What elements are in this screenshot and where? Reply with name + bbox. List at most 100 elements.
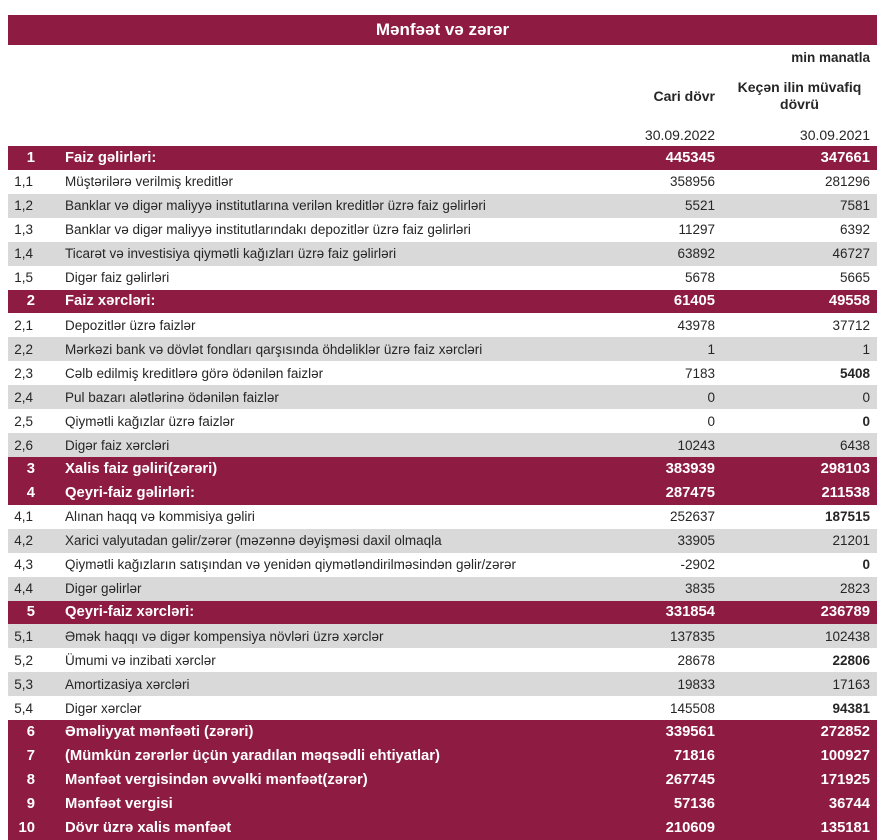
- row-number: 1,1: [14, 174, 33, 190]
- table-row: 1,4 Ticarət və investisiya qiymətli kağı…: [8, 241, 877, 266]
- value-previous: 236789: [820, 604, 870, 621]
- report-header: min manatla Cari dövr Keçən ilin müvafiq…: [8, 45, 877, 146]
- row-label: Faiz xərcləri:: [65, 293, 156, 310]
- value-current: 1: [707, 341, 715, 357]
- row-number: 6: [26, 724, 35, 741]
- table-row: 1 Faiz gəlirləri: 445345 347661: [8, 146, 877, 170]
- table-row: 4,3 Qiymətli kağızların satışından və ye…: [8, 552, 877, 577]
- row-number: 8: [26, 771, 35, 788]
- row-label: Ticarət və investisiya qiymətli kağızlar…: [65, 246, 397, 262]
- table-row: 6 Əməliyyat mənfəəti (zərəri) 339561 272…: [8, 720, 877, 745]
- table-row: 2 Faiz xərcləri: 61405 49558: [8, 289, 877, 314]
- value-current: 19833: [677, 676, 715, 692]
- value-current: 287475: [665, 484, 715, 501]
- row-number: 4,2: [14, 533, 33, 549]
- value-previous: 272852: [820, 724, 870, 741]
- value-current: 331854: [665, 604, 715, 621]
- row-number: 1: [26, 149, 35, 166]
- value-previous: 94381: [832, 700, 870, 716]
- value-previous: 6438: [839, 437, 870, 453]
- row-label: Qeyri-faiz xərcləri:: [65, 604, 195, 621]
- value-previous: 347661: [820, 149, 870, 166]
- value-current: 0: [707, 389, 715, 405]
- row-number: 5: [26, 604, 35, 621]
- row-label: Alınan haqq və kommisiya gəliri: [65, 509, 255, 525]
- table-row: 4 Qeyri-faiz gəlirləri: 287475 211538: [8, 480, 877, 505]
- table-row: 2,6 Digər faiz xərcləri 10243 6438: [8, 433, 877, 457]
- value-current: -2902: [680, 557, 715, 573]
- value-previous: 5408: [839, 365, 870, 381]
- table-row: 4,1 Alınan haqq və kommisiya gəliri 2526…: [8, 504, 877, 529]
- row-label: Pul bazarı alətlərinə ödənilən faizlər: [65, 389, 279, 405]
- column-header-current: Cari dövr: [653, 88, 715, 104]
- row-label: Mənfəət vergisindən əvvəlki mənfəət(zərə…: [65, 771, 368, 788]
- date-current: 30.09.2022: [644, 126, 715, 143]
- value-previous: 7581: [839, 198, 870, 214]
- value-current: 358956: [669, 174, 715, 190]
- table-row: 2,5 Qiymətli kağızlar üzrə faizlər 0 0: [8, 409, 877, 434]
- table-row: 1,5 Digər faiz gəlirləri 5678 5665: [8, 265, 877, 290]
- value-previous: 171925: [820, 771, 870, 788]
- table-row: 10 Dövr üzrə xalis mənfəət 210609 135181: [8, 815, 877, 840]
- value-current: 210609: [665, 819, 715, 836]
- row-number: 9: [26, 795, 35, 812]
- value-previous: 49558: [828, 293, 870, 310]
- row-number: 7: [26, 748, 35, 764]
- row-number: 1,3: [14, 222, 33, 238]
- value-current: 10243: [677, 437, 715, 453]
- value-current: 445345: [665, 149, 715, 166]
- row-number: 1,4: [14, 246, 33, 262]
- value-previous: 37712: [832, 317, 870, 333]
- row-number: 2,6: [14, 437, 33, 453]
- column-dates: 30.09.2022 30.09.2021: [8, 123, 877, 146]
- row-number: 2: [26, 293, 35, 310]
- table-row: 2,1 Depozitlər üzrə faizlər 43978 37712: [8, 313, 877, 338]
- table-row: 7 (Mümkün zərərlər üçün yaradılan məqsəd…: [8, 744, 877, 768]
- profit-loss-table: 1 Faiz gəlirləri: 445345 347661 1,1 Müşt…: [8, 146, 877, 840]
- table-row: 5,1 Əmək haqqı və digər kompensiya növlə…: [8, 624, 877, 649]
- value-previous: 298103: [820, 460, 870, 477]
- row-label: (Mümkün zərərlər üçün yaradılan məqsədli…: [65, 748, 440, 764]
- row-label: Banklar və digər maliyyə institutlarında…: [65, 222, 471, 238]
- value-current: 267745: [665, 771, 715, 788]
- date-previous: 30.09.2021: [799, 126, 870, 143]
- row-number: 5,1: [14, 628, 33, 644]
- row-number: 4: [26, 484, 35, 501]
- row-label: Qiymətli kağızlar üzrə faizlər: [65, 413, 235, 429]
- row-label: Faiz gəlirləri:: [65, 149, 157, 166]
- value-previous: 281296: [824, 174, 870, 190]
- row-label: Əməliyyat mənfəəti (zərəri): [65, 724, 254, 741]
- row-label: Dövr üzrə xalis mənfəət: [65, 819, 232, 836]
- value-previous: 0: [862, 413, 870, 429]
- row-label: Xarici valyutadan gəlir/zərər (məzənnə d…: [65, 533, 442, 549]
- table-row: 5,3 Amortizasiya xərcləri 19833 17163: [8, 672, 877, 697]
- row-label: Digər faiz gəlirləri: [65, 270, 170, 286]
- row-number: 5,3: [14, 676, 33, 692]
- value-previous: 36744: [828, 795, 870, 812]
- row-number: 1,2: [14, 198, 33, 214]
- row-label: Digər gəlirlər: [65, 581, 142, 597]
- row-label: Digər xərclər: [65, 700, 142, 716]
- value-previous: 0: [862, 389, 870, 405]
- value-current: 61405: [673, 293, 715, 310]
- table-row: 5,2 Ümumi və inzibati xərclər 28678 2280…: [8, 648, 877, 673]
- value-previous: 17163: [832, 676, 870, 692]
- row-label: Amortizasiya xərcləri: [65, 676, 190, 692]
- value-current: 57136: [673, 795, 715, 812]
- value-previous: 187515: [824, 509, 870, 525]
- value-current: 28678: [677, 652, 715, 668]
- row-label: Əmək haqqı və digər kompensiya növləri ü…: [65, 628, 384, 644]
- table-row: 3 Xalis faiz gəliri(zərəri) 383939 29810…: [8, 456, 877, 481]
- table-row: 2,4 Pul bazarı alətlərinə ödənilən faizl…: [8, 385, 877, 410]
- value-previous: 6392: [839, 222, 870, 238]
- value-previous: 1: [862, 341, 870, 357]
- table-row: 9 Mənfəət vergisi 57136 36744: [8, 791, 877, 816]
- value-current: 7183: [684, 365, 715, 381]
- value-previous: 46727: [832, 246, 870, 262]
- row-label: Digər faiz xərcləri: [65, 437, 170, 453]
- table-row: 1,3 Banklar və digər maliyyə institutlar…: [8, 217, 877, 242]
- row-number: 4,3: [14, 557, 33, 573]
- row-label: Müştərilərə verilmiş kreditlər: [65, 174, 234, 190]
- value-current: 145508: [669, 700, 715, 716]
